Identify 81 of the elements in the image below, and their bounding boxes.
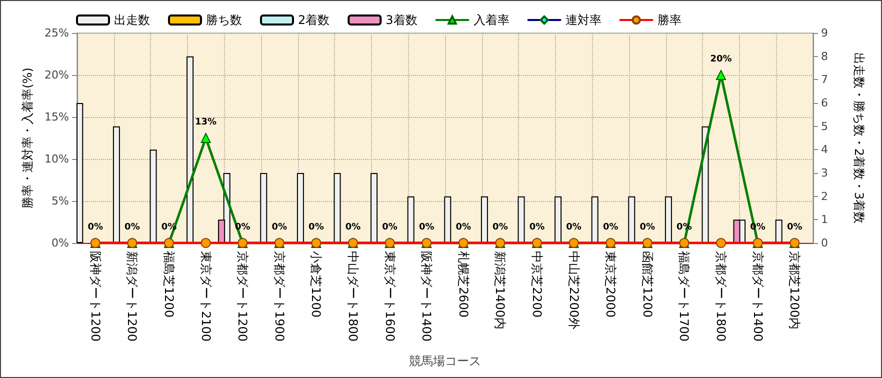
bar <box>370 173 378 243</box>
x-tick-label: 小倉芝1200 <box>309 251 324 318</box>
data-label: 0% <box>382 222 398 232</box>
legend-label: 勝率 <box>657 13 682 27</box>
x-tick-label: 阪神ダート1200 <box>88 251 102 342</box>
y-tick-label: 15% <box>44 110 69 124</box>
x-tick-label: 京都ダート1900 <box>272 251 286 342</box>
bar <box>260 173 268 243</box>
point <box>716 70 726 80</box>
y2-tick-label: 6 <box>821 96 828 110</box>
bar <box>628 196 636 243</box>
legend-label: 入着率 <box>473 13 510 27</box>
x-tick-label: 京都ダート1200 <box>236 251 250 342</box>
y-tick-label: 0% <box>52 236 69 250</box>
x-tick-label: 函館芝1200 <box>640 251 654 318</box>
bar <box>150 150 157 243</box>
data-label: 13% <box>195 118 217 128</box>
x-tick-label: 新潟芝1400内 <box>493 251 508 330</box>
x-tick-label: 京都ダート1400 <box>750 251 765 342</box>
x-tick-label: 東京ダート1600 <box>382 251 397 342</box>
x-tick-label: 京都芝1200内 <box>788 251 802 330</box>
x-tick-label: 京都ダート1800 <box>714 251 728 342</box>
legend-label: 3着数 <box>386 13 418 27</box>
point <box>200 133 211 143</box>
bar <box>112 126 120 243</box>
x-tick-label: 新潟ダート1200 <box>125 251 140 342</box>
y2-tick-label: 4 <box>821 143 828 156</box>
x-tick-label: 中山芝2200外 <box>566 251 581 330</box>
y2-tick-label: 3 <box>821 166 828 180</box>
bar <box>407 196 414 243</box>
x-tick-label: 中山ダート1800 <box>346 251 360 342</box>
bar <box>518 196 525 243</box>
y-axis-title: 勝率・連対率・入着率(%) <box>20 68 35 208</box>
bar <box>296 173 304 243</box>
data-label: 0% <box>529 222 545 232</box>
legend-label: 出走数 <box>114 13 150 27</box>
x-tick-label: 東京芝2000 <box>604 251 618 318</box>
bar <box>664 196 672 243</box>
data-label: 0% <box>418 222 434 232</box>
y2-tick-label: 5 <box>821 120 828 133</box>
y2-tick-label: 1 <box>821 213 828 226</box>
data-label: 0% <box>492 222 508 232</box>
bar <box>775 220 782 243</box>
y2-tick-label: 2 <box>821 190 828 203</box>
legend-label: 2着数 <box>298 13 330 27</box>
bar <box>554 196 562 243</box>
data-label: 20% <box>710 54 732 64</box>
data-label: 0% <box>640 222 656 232</box>
data-label: 0% <box>602 222 618 232</box>
bar <box>186 56 194 243</box>
x-tick-label: 中京芝2200 <box>530 251 544 318</box>
y2-tick-label: 7 <box>821 73 828 86</box>
bar <box>444 196 452 243</box>
data-label: 0% <box>786 222 802 232</box>
data-label: 0% <box>272 222 288 232</box>
data-label: 0% <box>456 222 472 232</box>
y2-tick-label: 9 <box>821 26 828 40</box>
x-tick-label: 札幌芝2600 <box>456 251 470 318</box>
x-tick-label: 福島ダート1700 <box>677 251 692 342</box>
y2-tick-label: 8 <box>821 50 828 63</box>
data-label: 0% <box>124 222 140 232</box>
x-tick-label: 阪神ダート1400 <box>420 251 434 342</box>
bar <box>480 196 488 243</box>
legend-label: 勝ち数 <box>206 13 242 27</box>
data-label: 0% <box>566 222 582 232</box>
data-label: 0% <box>88 222 104 232</box>
x-axis-title: 競馬場コース <box>409 354 481 368</box>
y-tick-label: 10% <box>44 152 69 166</box>
y-tick-label: 25% <box>44 26 69 40</box>
legend-label: 連対率 <box>565 13 602 27</box>
data-label: 0% <box>308 222 324 232</box>
y2-axis-title: 出走数・勝ち数・2着数・3着数 <box>852 52 866 224</box>
y-tick-label: 20% <box>44 68 69 82</box>
x-tick-label: 東京ダート2100 <box>198 251 213 342</box>
bar <box>591 196 598 243</box>
data-label: 0% <box>345 222 361 232</box>
y2-tick-label: 0 <box>821 236 828 250</box>
y-tick-label: 5% <box>52 194 69 208</box>
bar <box>76 103 84 243</box>
x-tick-label: 福島芝1200 <box>162 251 176 318</box>
bar <box>334 173 341 243</box>
